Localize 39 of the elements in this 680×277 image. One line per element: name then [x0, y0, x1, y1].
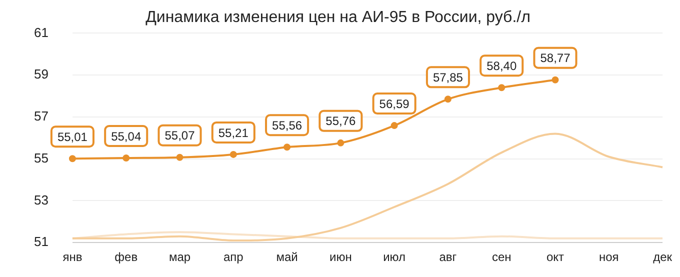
x-tick-label: июл [383, 250, 406, 264]
data-label: 58,77 [540, 51, 571, 66]
x-tick-label: дек [653, 250, 673, 264]
data-label: 58,40 [486, 58, 517, 73]
point [390, 122, 398, 130]
x-tick-label: ноя [598, 250, 619, 264]
data-label: 55,07 [164, 128, 196, 143]
y-tick-label: 61 [34, 24, 48, 40]
point [230, 150, 237, 158]
y-tick-label: 57 [34, 108, 48, 124]
chart-title: Динамика изменения цен на АИ-95 в России, руб./л [146, 9, 530, 26]
point [498, 84, 506, 92]
y-tick-label: 51 [34, 234, 48, 250]
x-tick-label: фев [114, 250, 138, 264]
data-label: 55,56 [272, 118, 302, 132]
point [337, 139, 344, 146]
point [122, 154, 130, 162]
data-label: 55,01 [57, 130, 88, 144]
point [176, 154, 184, 161]
x-tick-label: май [276, 250, 298, 264]
point [68, 155, 76, 162]
x-tick-label: авг [439, 250, 458, 264]
x-tick-label: апр [223, 250, 244, 264]
x-tick-label: янв [62, 250, 82, 264]
data-label: 55,04 [111, 129, 142, 144]
data-label: 57,85 [432, 70, 464, 84]
data-label: 55,76 [326, 114, 356, 128]
point [444, 96, 452, 103]
x-tick-label: мар [168, 250, 191, 264]
point [284, 144, 291, 151]
y-tick-label: 59 [34, 66, 48, 82]
x-tick-label: июн [330, 250, 352, 264]
x-tick-label: сен [492, 250, 512, 264]
point [552, 76, 559, 84]
data-label: 56,59 [379, 96, 410, 111]
x-tick-label: окт [546, 250, 565, 264]
y-tick-label: 55 [34, 150, 48, 166]
data-label: 55,21 [218, 126, 249, 140]
y-tick-label: 53 [34, 192, 48, 208]
